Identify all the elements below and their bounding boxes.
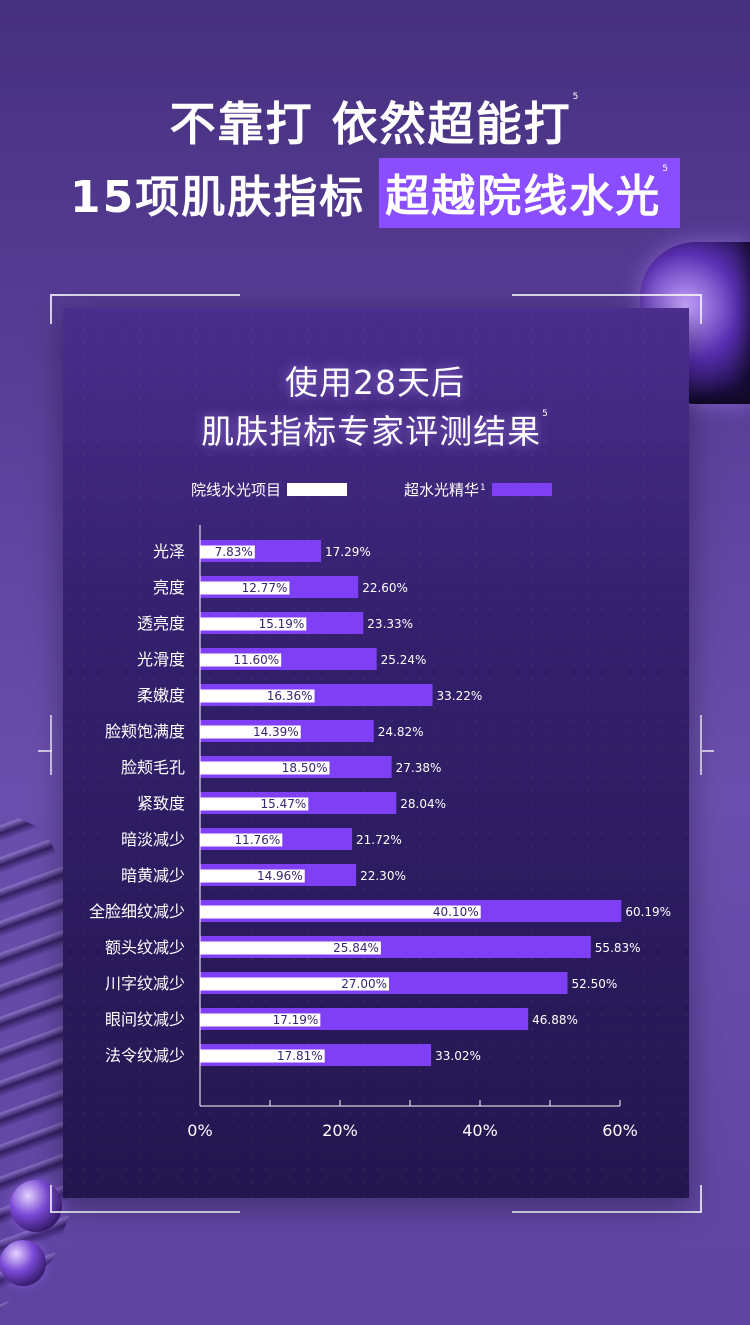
data-label-serum: 60.19% [625,905,671,919]
data-label-serum: 28.04% [400,797,446,811]
data-label-clinic: 16.36% [267,689,313,703]
data-label-clinic: 18.50% [282,761,328,775]
legend-label-clinic: 院线水光项目 [191,480,282,499]
footnote-marker: 1 [480,482,486,493]
footnote-marker: 5 [662,164,670,174]
data-label-serum: 22.60% [362,581,408,595]
x-tick-label: 20% [322,1121,358,1140]
category-label: 柔嫩度 [137,686,185,705]
chart-title-line2-text: 肌肤指标专家评测结果 [201,412,542,451]
frame-side-mark-left [38,715,52,775]
bar-clinic [200,689,315,703]
category-label: 法令纹减少 [105,1046,185,1065]
data-label-clinic: 14.96% [257,869,303,883]
headline-line1-text: 不靠打 依然超能打 [169,97,572,151]
legend-item-serum: 超水光精华1 [404,479,552,499]
bar-clinic [200,1013,321,1027]
category-label: 脸颊毛孔 [121,758,185,777]
frame-corner-bottom-left [50,1185,240,1213]
legend-label-serum-text: 超水光精华 [404,480,480,499]
chart-title-line1: 使用28天后 [285,363,465,402]
bar-clinic [200,797,309,811]
data-label-serum: 23.33% [367,617,413,631]
bar-clinic [200,833,283,847]
headline-line2: 15项肌肤指标 超越院线水光5 [0,158,750,228]
category-label: 川字纹减少 [105,974,185,993]
category-label: 脸颊饱满度 [105,722,185,741]
legend-swatch-serum [491,482,552,496]
category-label: 全脸细纹减少 [89,902,185,921]
x-tick-label: 40% [462,1121,498,1140]
data-label-clinic: 12.77% [242,581,288,595]
data-label-serum: 46.88% [532,1013,578,1027]
bar-clinic [200,977,389,991]
data-label-serum: 55.83% [595,941,641,955]
data-label-serum: 21.72% [356,833,402,847]
data-label-clinic: 17.19% [273,1013,319,1027]
bar-clinic [200,905,481,919]
data-label-serum: 33.22% [437,689,483,703]
bar-clinic [200,941,381,955]
category-label: 紧致度 [137,794,185,813]
frame-corner-bottom-right [512,1185,702,1213]
data-label-serum: 25.24% [381,653,427,667]
x-tick-label: 60% [602,1121,638,1140]
data-label-serum: 33.02% [435,1049,481,1063]
data-label-serum: 24.82% [378,725,424,739]
category-label: 光滑度 [137,650,185,669]
decorative-bead [0,1240,46,1286]
bar-clinic [200,725,301,739]
headline-line1: 不靠打 依然超能打5 [0,88,750,154]
bar-clinic [200,617,307,631]
data-label-serum: 17.29% [325,545,371,559]
data-label-serum: 27.38% [396,761,442,775]
category-label: 额头纹减少 [105,938,185,957]
data-label-clinic: 40.10% [433,905,479,919]
headline-line2-prefix: 15项肌肤指标 [70,172,366,223]
category-label: 透亮度 [137,614,185,633]
bar-clinic [200,545,255,559]
frame-side-mark-right [700,715,714,775]
legend-label-serum: 超水光精华1 [404,479,486,500]
bar-clinic [200,653,282,667]
data-label-clinic: 7.83% [215,545,253,559]
bar-clinic [200,869,305,883]
data-label-clinic: 11.76% [235,833,281,847]
frame-corner-top-right [512,294,702,324]
headline-highlight: 超越院线水光5 [379,158,680,228]
category-label: 暗黄减少 [121,866,185,885]
decorative-bead [10,1180,62,1232]
bar-clinic [200,761,330,775]
data-label-clinic: 25.84% [333,941,379,955]
data-label-serum: 22.30% [360,869,406,883]
data-label-clinic: 15.47% [261,797,307,811]
bar-clinic [200,1049,325,1063]
data-label-serum: 52.50% [572,977,618,991]
category-label: 眼间纹减少 [105,1010,185,1029]
category-label: 亮度 [153,578,185,597]
category-label: 暗淡减少 [121,830,185,849]
bar-clinic [200,581,290,595]
frame-corner-top-left [50,294,240,324]
data-label-clinic: 14.39% [253,725,299,739]
data-label-clinic: 17.81% [277,1049,323,1063]
data-label-clinic: 11.60% [233,653,279,667]
data-label-clinic: 15.19% [259,617,305,631]
chart-title-line2: 肌肤指标专家评测结果5 [0,405,750,453]
legend-item-clinic: 院线水光项目 [191,479,348,499]
data-label-clinic: 27.00% [341,977,387,991]
footnote-marker: 5 [572,92,581,102]
x-tick-label: 0% [187,1121,212,1140]
category-label: 光泽 [153,542,185,561]
footnote-marker: 5 [542,409,549,419]
headline-highlight-text: 超越院线水光 [385,171,662,222]
legend-swatch-clinic [287,482,348,496]
